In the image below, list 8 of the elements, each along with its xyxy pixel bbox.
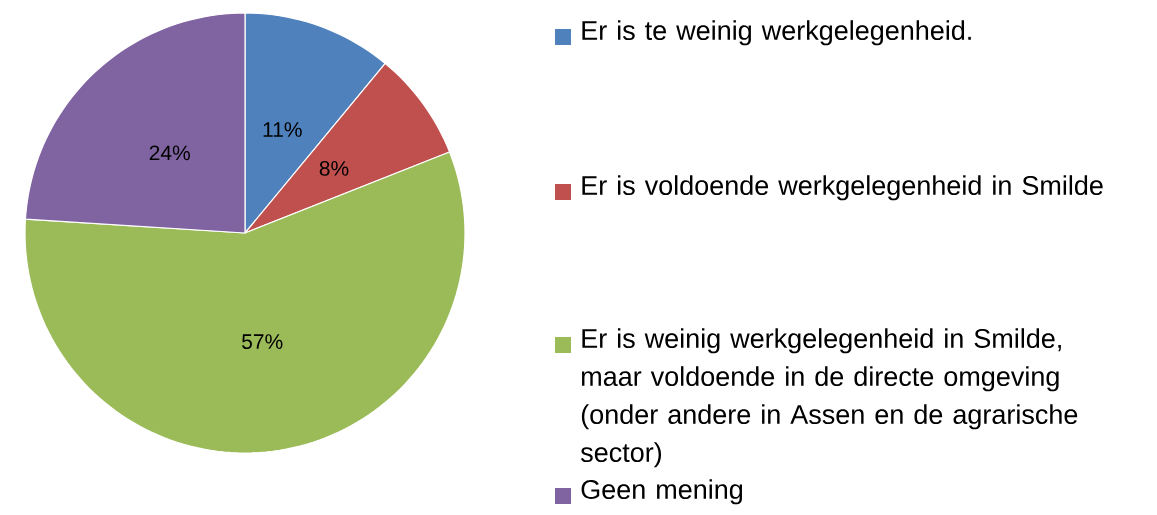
- legend-label: Er is weinig werkgelegenheid in Smilde, maar voldoende in de directe omgeving (onder andere in Assen en de agrarische sector): [580, 328, 1078, 468]
- legend-label: Geen mening: [581, 479, 743, 505]
- data-label: 57%: [242, 334, 283, 350]
- data-label: 24%: [149, 145, 190, 161]
- legend-label: Er is voldoende werkgelegenheid in Smilde: [582, 175, 1103, 201]
- data-label: 8%: [319, 160, 349, 176]
- data-label: 11%: [263, 122, 302, 137]
- legend-label: Er is te weinig werkgelegenheid.: [582, 20, 971, 46]
